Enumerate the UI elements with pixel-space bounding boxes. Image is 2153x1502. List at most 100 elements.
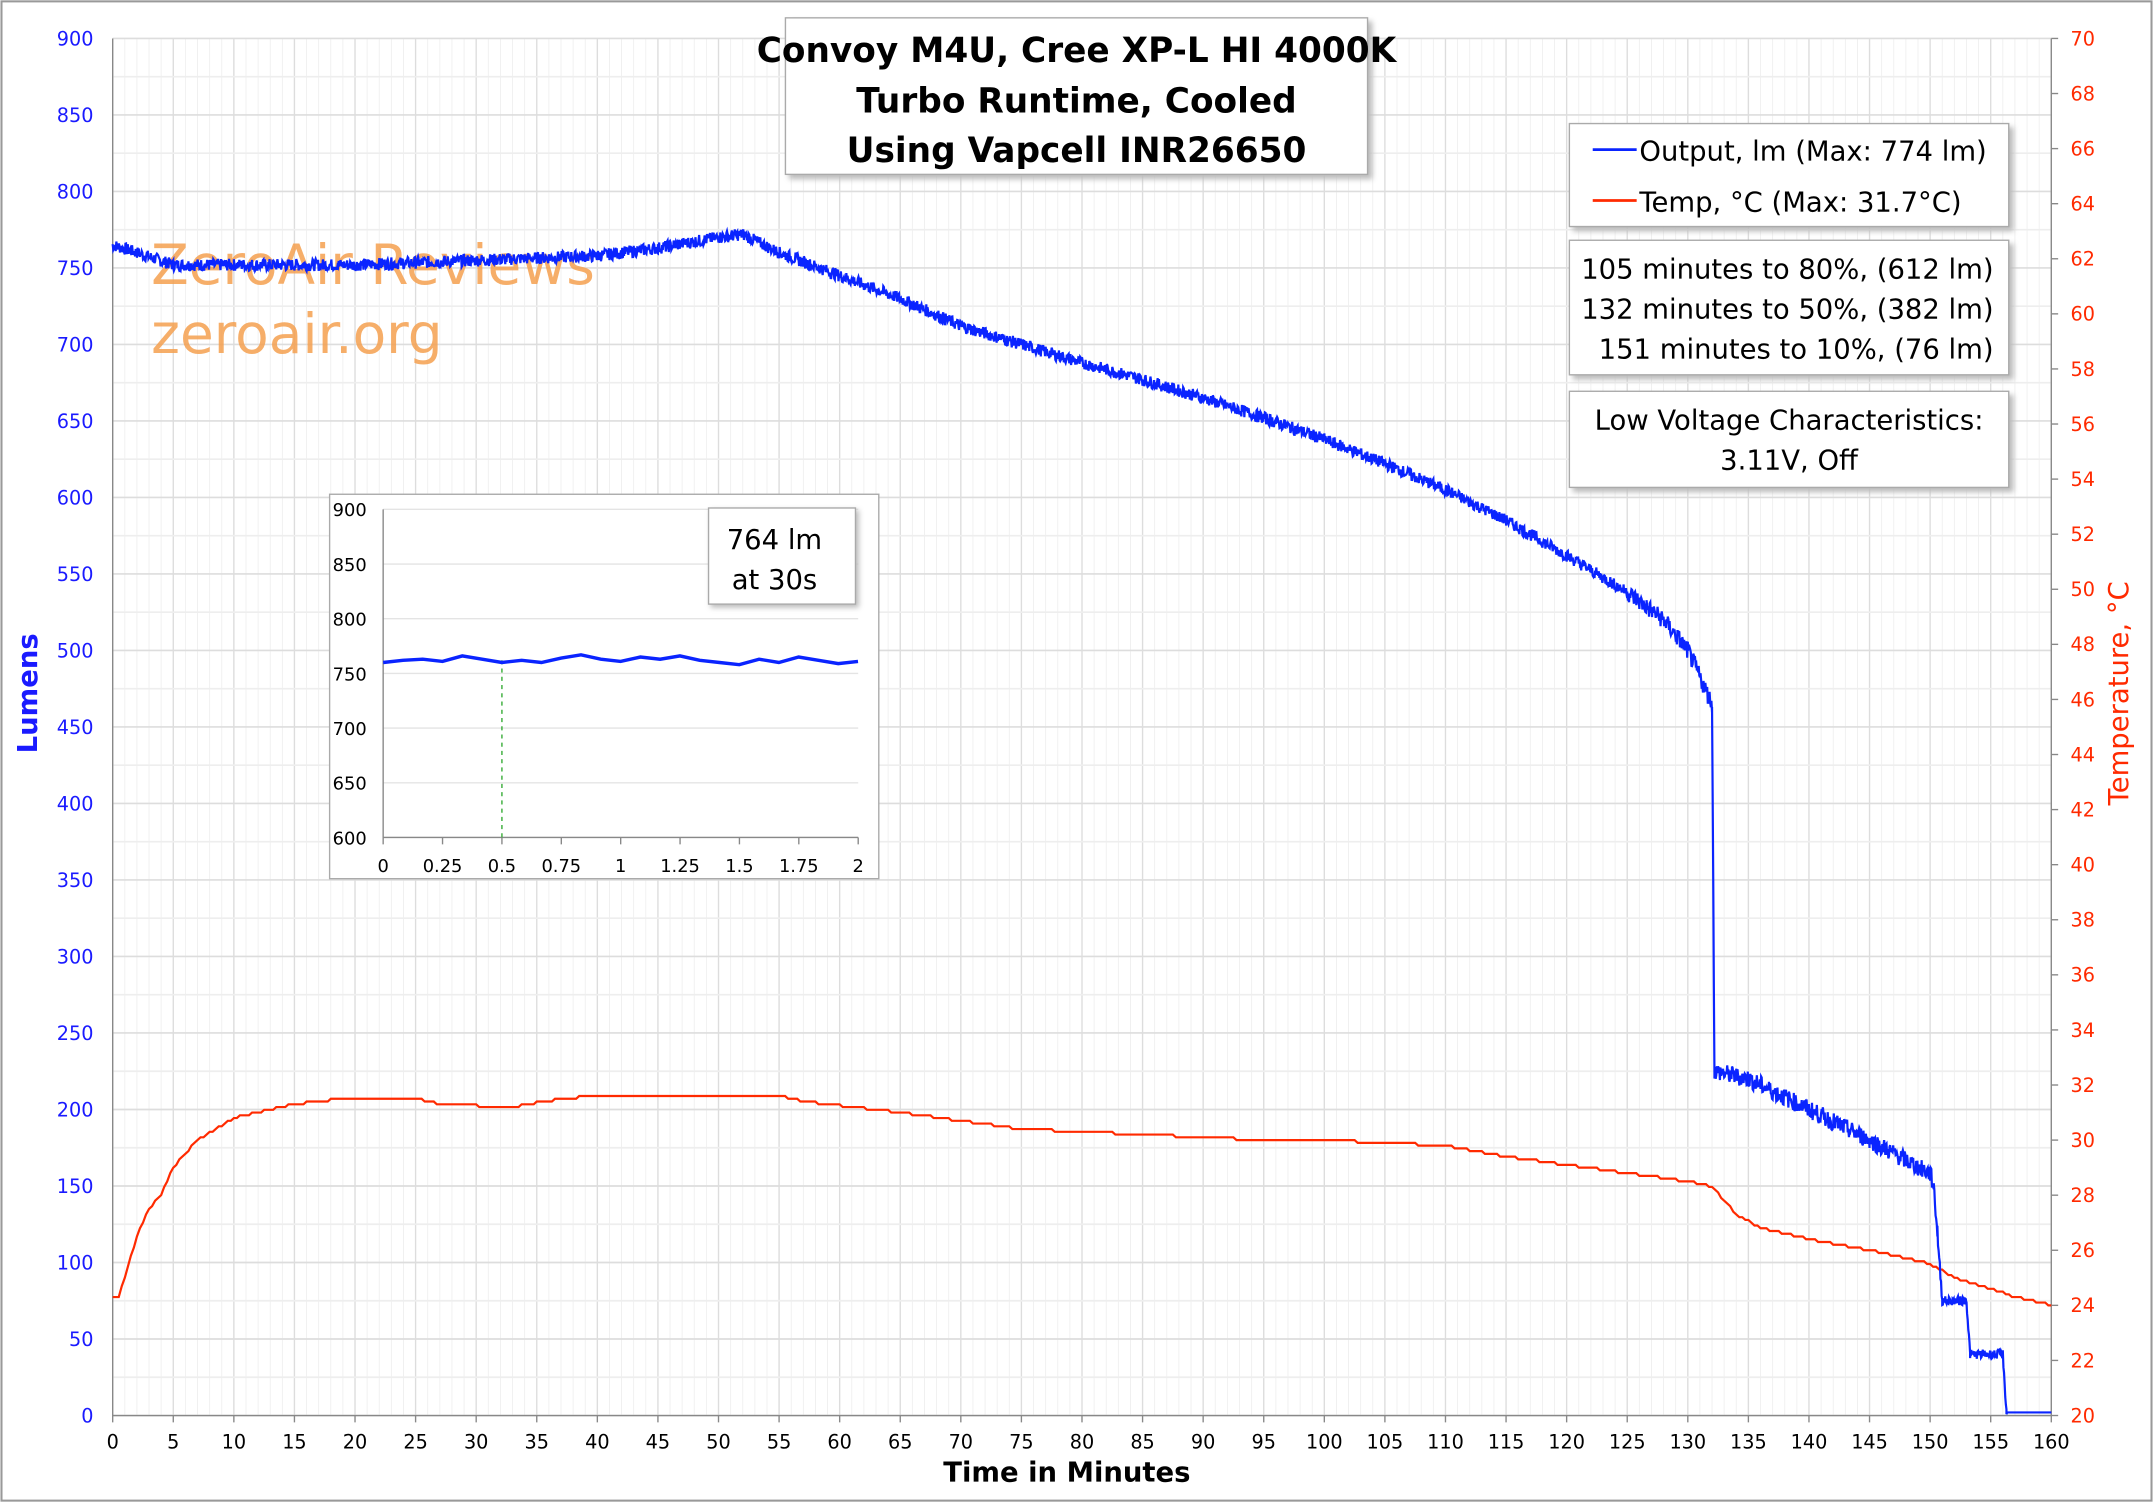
x-tick-label: 35	[525, 1430, 549, 1453]
y2-tick-label: 44	[2071, 743, 2095, 766]
x-tick-label: 160	[2033, 1430, 2070, 1453]
x-tick-label: 100	[1306, 1430, 1343, 1453]
stat-10: 151 minutes to 10%, (76 lm)	[1599, 334, 1994, 365]
x-tick-label: 25	[403, 1430, 427, 1453]
x-tick-label: 50	[706, 1430, 730, 1453]
legend-label-temp: Temp, °C (Max: 31.7°C)	[1638, 187, 1961, 218]
x-tick-label: 80	[1070, 1430, 1094, 1453]
series-layer	[111, 226, 2052, 1415]
inset-y-tick-label: 850	[333, 555, 367, 576]
x-axis-label: Time in Minutes	[943, 1457, 1190, 1488]
inset-x-tick-label: 0.25	[423, 856, 463, 877]
y2-tick-label: 56	[2071, 413, 2095, 436]
y2-tick-label: 32	[2071, 1074, 2095, 1097]
y2-tick-label: 20	[2071, 1404, 2095, 1427]
y2-tick-label: 58	[2071, 358, 2095, 381]
x-tick-label: 60	[827, 1430, 851, 1453]
inset-y-tick-label: 750	[333, 664, 367, 685]
title-line-1: Convoy M4U, Cree XP-L HI 4000K	[757, 31, 1398, 71]
inset-x-tick-label: 1.25	[660, 856, 700, 877]
x-tick-label: 55	[767, 1430, 791, 1453]
y2-tick-label: 28	[2071, 1184, 2095, 1207]
inset-x-tick-label: 2	[853, 856, 864, 877]
inset-chart: 600 650 700 750 800 850 900 0 0.25 0.5 0.75 1 1.25 1.…	[328, 493, 880, 880]
x-tick-label: 20	[343, 1430, 367, 1453]
y2-tick-label: 48	[2071, 633, 2095, 656]
y-tick-label: 250	[57, 1022, 94, 1045]
y-tick-label: 700	[57, 333, 94, 356]
y2-tick-label: 50	[2071, 578, 2095, 601]
x-tick-label: 140	[1791, 1430, 1828, 1453]
inset-axes: 600 650 700 750 800 850 900 0 0.25 0.5 0.75 1 1.25 1.…	[333, 500, 864, 877]
x-tick-label: 125	[1609, 1430, 1646, 1453]
y2-tick-label: 64	[2071, 193, 2095, 216]
x-tick-label: 30	[464, 1430, 488, 1453]
inset-x-tick-label: 0.75	[541, 856, 581, 877]
y2-tick-label: 38	[2071, 909, 2095, 932]
inset-label-line-1: 764 lm	[727, 525, 822, 556]
watermark: ZeroAir Reviews zeroair.org	[151, 233, 595, 366]
y2-tick-label: 40	[2071, 854, 2095, 877]
series-temperature-line	[112, 1094, 2052, 1307]
y2-tick-label: 36	[2071, 964, 2095, 987]
watermark-line-2: zeroair.org	[151, 302, 443, 366]
y2-tick-label: 68	[2071, 82, 2095, 105]
x-tick-label: 5	[167, 1430, 179, 1453]
y-tick-label: 450	[57, 716, 94, 739]
y-tick-label: 350	[57, 869, 94, 892]
x-tick-label: 135	[1730, 1430, 1767, 1453]
y2-tick-label: 22	[2071, 1349, 2095, 1372]
x-tick-label: 95	[1252, 1430, 1276, 1453]
y-tick-label: 850	[57, 104, 94, 127]
y2-tick-label: 66	[2071, 137, 2095, 160]
stat-80: 105 minutes to 80%, (612 lm)	[1581, 255, 1993, 286]
y-tick-label: 150	[57, 1175, 94, 1198]
inset-x-tick-label: 1.75	[779, 856, 819, 877]
y-tick-label: 100	[57, 1251, 94, 1274]
y-tick-label: 300	[57, 945, 94, 968]
x-tick-label: 155	[1972, 1430, 2009, 1453]
x-tick-label: 15	[282, 1430, 306, 1453]
inset-series	[382, 653, 859, 838]
y2-axis-label: Temperature, °C	[2104, 581, 2135, 806]
y2-tick-label: 24	[2071, 1294, 2095, 1317]
y-tick-label: 900	[57, 27, 94, 50]
inset-output-line	[382, 653, 859, 667]
x-tick-label: 150	[1912, 1430, 1949, 1453]
x-axis: 0 5 10 15 20 25 30 35 40 45 50 55 60 65 70 75 80 85 90 95 10…	[107, 1415, 2070, 1453]
x-tick-label: 90	[1191, 1430, 1215, 1453]
inset-x-tick-label: 0.5	[488, 856, 516, 877]
inset-label-line-2: at 30s	[732, 565, 818, 596]
x-tick-label: 105	[1367, 1430, 1404, 1453]
x-tick-label: 120	[1548, 1430, 1585, 1453]
x-tick-label: 115	[1488, 1430, 1525, 1453]
inset-y-tick-label: 600	[333, 828, 367, 849]
legend: Output, lm (Max: 774 lm) Temp, °C (Max: …	[1568, 122, 2010, 228]
inset-x-tick-label: 1	[615, 856, 626, 877]
y2-tick-label: 60	[2071, 303, 2095, 326]
y-tick-label: 0	[81, 1404, 93, 1427]
y-tick-label: 550	[57, 563, 94, 586]
x-tick-label: 10	[222, 1430, 246, 1453]
x-tick-label: 45	[646, 1430, 670, 1453]
inset-y-tick-label: 650	[333, 774, 367, 795]
y-tick-label: 400	[57, 792, 94, 815]
y2-tick-label: 62	[2071, 248, 2095, 271]
y2-tick-label: 46	[2071, 688, 2095, 711]
x-tick-label: 40	[585, 1430, 609, 1453]
title-box: Convoy M4U, Cree XP-L HI 4000K Turbo Run…	[757, 17, 1398, 176]
x-tick-label: 0	[107, 1430, 119, 1453]
x-tick-label: 85	[1130, 1430, 1154, 1453]
inset-x-tick-label: 1.5	[725, 856, 753, 877]
y2-tick-label: 26	[2071, 1239, 2095, 1262]
inset-y-tick-label: 800	[333, 610, 367, 631]
y-tick-label: 600	[57, 486, 94, 509]
y2-tick-label: 34	[2071, 1019, 2095, 1042]
y2-tick-label: 52	[2071, 523, 2095, 546]
y2-tick-label: 70	[2071, 27, 2095, 50]
y-tick-label: 750	[57, 257, 94, 280]
x-tick-label: 130	[1669, 1430, 1706, 1453]
low-voltage-title: Low Voltage Characteristics:	[1595, 406, 1984, 437]
y-axis-right: 20 22 24 26 28 30 32 34 36 38 40 42 44 46 48 50 52 54 56 58…	[2051, 27, 2095, 1427]
